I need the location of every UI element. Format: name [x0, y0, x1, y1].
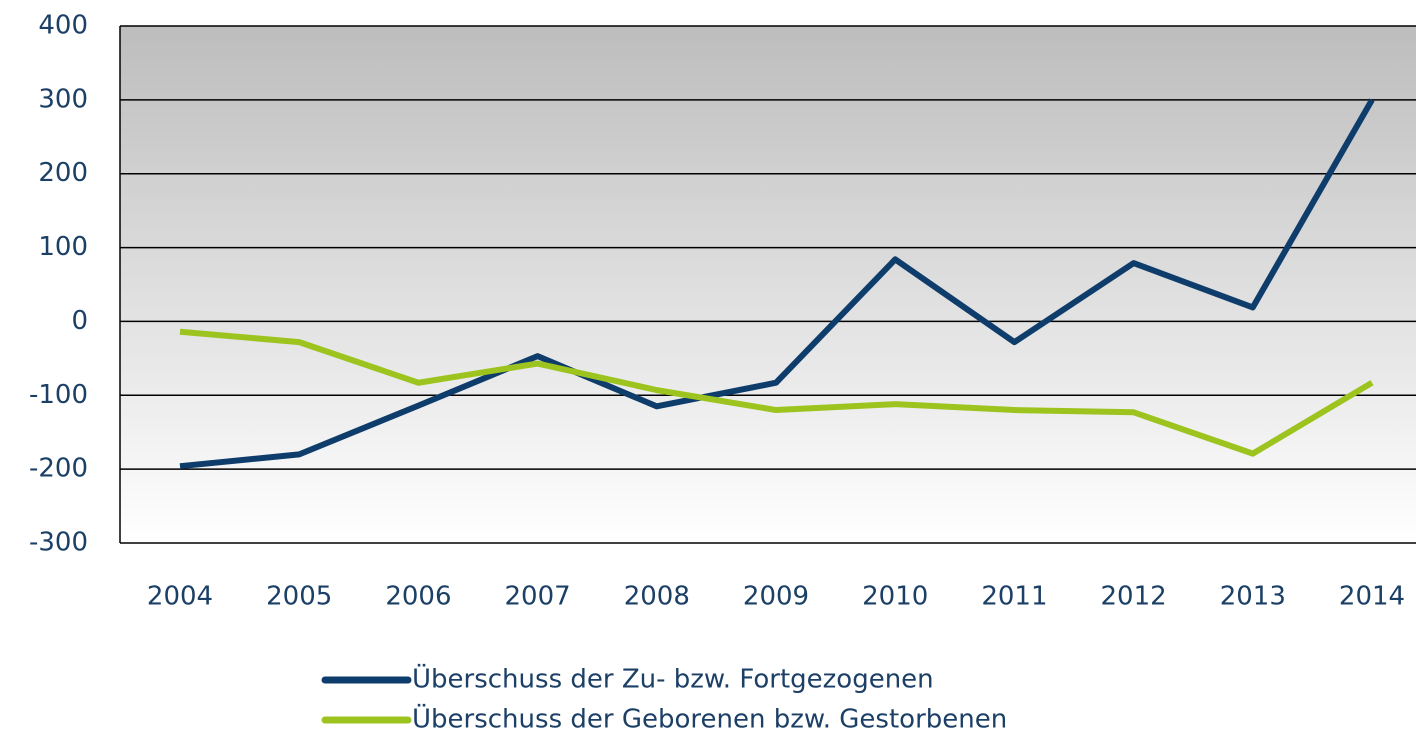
x-tick-label: 2012 — [1101, 582, 1167, 612]
y-tick-label: -300 — [29, 528, 88, 558]
x-tick-label: 2013 — [1220, 582, 1286, 612]
y-tick-label: 300 — [38, 84, 88, 114]
x-tick-label: 2005 — [266, 582, 332, 612]
x-tick-label: 2004 — [147, 582, 213, 612]
series-line — [179, 98, 1375, 470]
y-tick-label: -200 — [29, 454, 88, 484]
y-tick-label: 400 — [38, 11, 88, 41]
x-tick-label: 2006 — [385, 582, 451, 612]
legend-label: Überschuss der Zu- bzw. Fortgezogenen — [412, 663, 934, 695]
y-tick-label: 200 — [38, 158, 88, 188]
legend-label: Überschuss der Geborenen bzw. Gestorbene… — [412, 703, 1007, 735]
plot-background — [120, 26, 1416, 543]
x-tick-label: 2007 — [505, 582, 571, 612]
x-tick-label: 2009 — [743, 582, 809, 612]
series-line — [179, 328, 1374, 457]
y-tick-label: 0 — [71, 306, 88, 336]
x-tick-label: 2010 — [862, 582, 928, 612]
y-tick-label: -100 — [29, 380, 88, 410]
x-tick-label: 2011 — [981, 582, 1047, 612]
x-tick-label: 2014 — [1339, 582, 1405, 612]
x-tick-label: 2008 — [624, 582, 690, 612]
y-tick-label: 100 — [38, 232, 88, 262]
